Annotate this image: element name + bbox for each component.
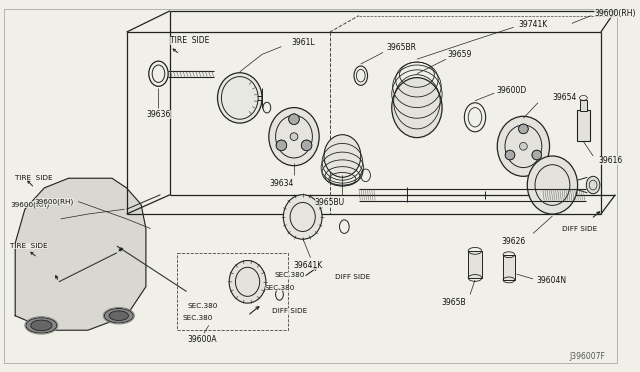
Text: TIRE  SIDE: TIRE SIDE xyxy=(170,36,209,45)
Text: 39641K: 39641K xyxy=(294,261,323,270)
Text: 39600(RH): 39600(RH) xyxy=(10,201,50,208)
Ellipse shape xyxy=(392,78,442,138)
Text: 3965B: 3965B xyxy=(442,298,466,307)
Text: 39741K: 39741K xyxy=(518,20,548,29)
Text: 39604N: 39604N xyxy=(536,276,566,285)
Circle shape xyxy=(290,133,298,141)
Text: SEC.380: SEC.380 xyxy=(275,272,305,278)
Text: 3965BR: 3965BR xyxy=(386,43,416,52)
Circle shape xyxy=(518,124,528,134)
Text: TIRE  SIDE: TIRE SIDE xyxy=(15,175,53,181)
Text: TIRE  SIDE: TIRE SIDE xyxy=(10,243,48,249)
Text: 39654: 39654 xyxy=(552,93,577,102)
Ellipse shape xyxy=(586,176,600,194)
Text: DIFF SIDE: DIFF SIDE xyxy=(335,274,370,280)
Polygon shape xyxy=(15,178,146,330)
Text: 39600(RH): 39600(RH) xyxy=(594,9,636,18)
Text: 39600D: 39600D xyxy=(496,86,527,94)
Text: 39616: 39616 xyxy=(598,156,622,165)
Bar xyxy=(468,251,482,278)
Circle shape xyxy=(532,150,541,160)
Ellipse shape xyxy=(109,311,129,321)
Bar xyxy=(177,253,288,330)
Ellipse shape xyxy=(527,156,578,214)
Text: DIFF SIDE: DIFF SIDE xyxy=(272,308,307,314)
Ellipse shape xyxy=(324,135,361,177)
Text: 3961L: 3961L xyxy=(291,38,315,47)
Circle shape xyxy=(520,142,527,150)
Circle shape xyxy=(276,140,287,151)
Text: 39600(RH): 39600(RH) xyxy=(35,198,74,205)
Ellipse shape xyxy=(31,320,52,331)
Text: 3965BU: 3965BU xyxy=(315,198,345,207)
Text: SEC.380: SEC.380 xyxy=(182,315,213,321)
Text: SEC.380: SEC.380 xyxy=(265,285,295,291)
Bar xyxy=(503,255,515,280)
Bar xyxy=(577,109,590,141)
Ellipse shape xyxy=(26,318,57,333)
Text: 39636: 39636 xyxy=(147,110,171,119)
Text: SEC.380: SEC.380 xyxy=(188,303,218,309)
Text: J396007F: J396007F xyxy=(570,352,605,361)
Text: 39634: 39634 xyxy=(269,179,294,187)
Circle shape xyxy=(289,114,300,125)
Ellipse shape xyxy=(218,73,262,123)
Text: DIFF SIDE: DIFF SIDE xyxy=(562,225,597,232)
Circle shape xyxy=(505,150,515,160)
Text: 39626: 39626 xyxy=(502,237,526,246)
Ellipse shape xyxy=(284,195,322,239)
Ellipse shape xyxy=(269,108,319,166)
Ellipse shape xyxy=(104,308,133,323)
Ellipse shape xyxy=(229,260,266,303)
Bar xyxy=(580,100,588,112)
Text: 39600A: 39600A xyxy=(188,336,217,344)
Circle shape xyxy=(301,140,312,151)
Text: 39659: 39659 xyxy=(448,50,472,59)
Ellipse shape xyxy=(497,116,550,176)
